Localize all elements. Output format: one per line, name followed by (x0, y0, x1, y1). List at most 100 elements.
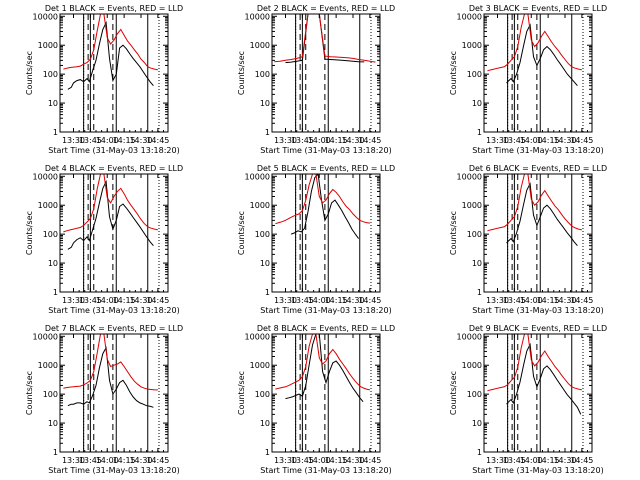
x-tick-label: 13:30 (274, 136, 297, 145)
y-tick-label: 1 (477, 288, 482, 297)
y-tick-label: 10 (48, 259, 58, 268)
y-tick-label: 10 (472, 259, 482, 268)
x-axis-label: Start Time (31-May-03 13:18:20) (472, 306, 603, 315)
plot-frame (271, 173, 381, 293)
plot-frame (483, 333, 593, 453)
y-axis-label: Counts/sec (449, 371, 458, 415)
series-events (285, 14, 365, 64)
y-tick-label: 10000 (33, 332, 58, 341)
y-tick-label: 100 (255, 230, 270, 239)
series-lld (63, 14, 159, 71)
x-tick-label: 13:45 (291, 296, 314, 305)
y-tick-label: 1000 (38, 361, 58, 370)
y-tick-label: 1000 (462, 201, 482, 210)
x-tick-label: 13:30 (486, 456, 509, 465)
series-lld (274, 14, 376, 63)
x-axis-label: Start Time (31-May-03 13:18:20) (260, 306, 391, 315)
x-tick-label: 13:30 (274, 456, 297, 465)
x-tick-label: 14:00 (308, 456, 331, 465)
panel-title: Det 5 BLACK = Events, RED = LLD (257, 164, 395, 173)
plot-frame (483, 13, 593, 133)
series-events (290, 174, 360, 239)
x-tick-label: 14:45 (358, 136, 381, 145)
y-tick-label: 1 (53, 128, 58, 137)
y-tick-label: 1 (265, 448, 270, 457)
x-tick-label: 14:00 (520, 456, 543, 465)
y-tick-label: 10000 (245, 332, 270, 341)
x-tick-label: 14:15 (113, 136, 136, 145)
y-tick-label: 100 (467, 230, 482, 239)
panel-det-6: 1 10 100 1000 10000 13:3013:4514:0014:1514:30… (449, 164, 607, 315)
x-axis-label: Start Time (31-May-03 13:18:20) (48, 146, 179, 155)
y-tick-label: 1000 (462, 361, 482, 370)
x-tick-label: 14:30 (553, 296, 576, 305)
x-tick-label: 14:15 (325, 136, 348, 145)
y-tick-label: 1000 (462, 41, 482, 50)
series-lld (487, 334, 583, 392)
y-tick-label: 100 (43, 390, 58, 399)
y-tick-label: 100 (255, 390, 270, 399)
series-lld (63, 174, 159, 233)
y-tick-label: 10 (472, 419, 482, 428)
series-lld (487, 14, 583, 72)
y-axis-label: Counts/sec (449, 211, 458, 255)
panel-det-8: 1 10 100 1000 10000 13:3013:4514:0014:1514:30… (237, 324, 395, 475)
x-axis-label: Start Time (31-May-03 13:18:20) (472, 146, 603, 155)
x-axis-label: Start Time (31-May-03 13:18:20) (48, 466, 179, 475)
series-events (67, 179, 154, 250)
x-tick-label: 13:30 (486, 136, 509, 145)
x-tick-label: 14:45 (570, 136, 593, 145)
x-tick-label: 13:45 (503, 456, 526, 465)
x-tick-label: 13:45 (503, 296, 526, 305)
x-tick-label: 14:15 (113, 456, 136, 465)
x-tick-label: 14:30 (129, 456, 152, 465)
plot-frame (59, 173, 169, 293)
series-events (506, 342, 582, 415)
y-axis-label: Counts/sec (237, 211, 246, 255)
y-tick-label: 10 (48, 99, 58, 108)
y-tick-label: 1 (53, 288, 58, 297)
y-axis-label: Counts/sec (237, 371, 246, 415)
y-axis-label: Counts/sec (449, 51, 458, 95)
plot-frame (59, 333, 169, 453)
panel-title: Det 3 BLACK = Events, RED = LLD (469, 4, 607, 13)
series-lld (63, 334, 158, 391)
y-axis-label: Counts/sec (237, 51, 246, 95)
x-tick-label: 14:45 (146, 296, 169, 305)
x-tick-label: 13:45 (503, 136, 526, 145)
panel-title: Det 8 BLACK = Events, RED = LLD (257, 324, 395, 333)
series-events (506, 182, 578, 247)
series-events (67, 346, 154, 408)
panel-det-1: 1 10 100 1000 10000 13:3013:4514:0014:1514:30… (25, 4, 183, 155)
x-tick-label: 14:00 (520, 296, 543, 305)
y-tick-label: 1000 (250, 201, 270, 210)
panel-det-4: 1 10 100 1000 10000 13:3013:4514:0014:1514:30… (25, 164, 183, 315)
x-tick-label: 14:00 (96, 456, 119, 465)
x-tick-label: 14:00 (96, 136, 119, 145)
x-axis-label: Start Time (31-May-03 13:18:20) (472, 466, 603, 475)
x-tick-label: 13:30 (62, 296, 85, 305)
panel-title: Det 6 BLACK = Events, RED = LLD (469, 164, 607, 173)
x-tick-label: 14:15 (325, 296, 348, 305)
x-axis-label: Start Time (31-May-03 13:18:20) (260, 146, 391, 155)
y-tick-label: 1 (477, 128, 482, 137)
x-tick-label: 13:45 (291, 136, 314, 145)
panel-title: Det 9 BLACK = Events, RED = LLD (469, 324, 607, 333)
y-tick-label: 10 (260, 419, 270, 428)
y-tick-label: 10000 (457, 332, 482, 341)
y-tick-label: 10 (260, 259, 270, 268)
x-tick-label: 14:00 (96, 296, 119, 305)
y-axis-label: Counts/sec (25, 211, 34, 255)
x-tick-label: 14:45 (146, 456, 169, 465)
panel-det-5: 1 10 100 1000 10000 13:3013:4514:0014:1514:30… (237, 164, 395, 315)
panel-det-2: 1 10 100 1000 10000 13:3013:4514:0014:1514:30… (237, 4, 395, 155)
panel-title: Det 4 BLACK = Events, RED = LLD (45, 164, 183, 173)
y-tick-label: 10000 (457, 12, 482, 21)
x-tick-label: 14:30 (553, 136, 576, 145)
plot-frame (271, 333, 381, 453)
x-tick-label: 13:45 (291, 456, 314, 465)
y-tick-label: 10000 (457, 172, 482, 181)
x-tick-label: 13:45 (79, 296, 102, 305)
panel-det-3: 1 10 100 1000 10000 13:3013:4514:0014:1514:30… (449, 4, 607, 155)
